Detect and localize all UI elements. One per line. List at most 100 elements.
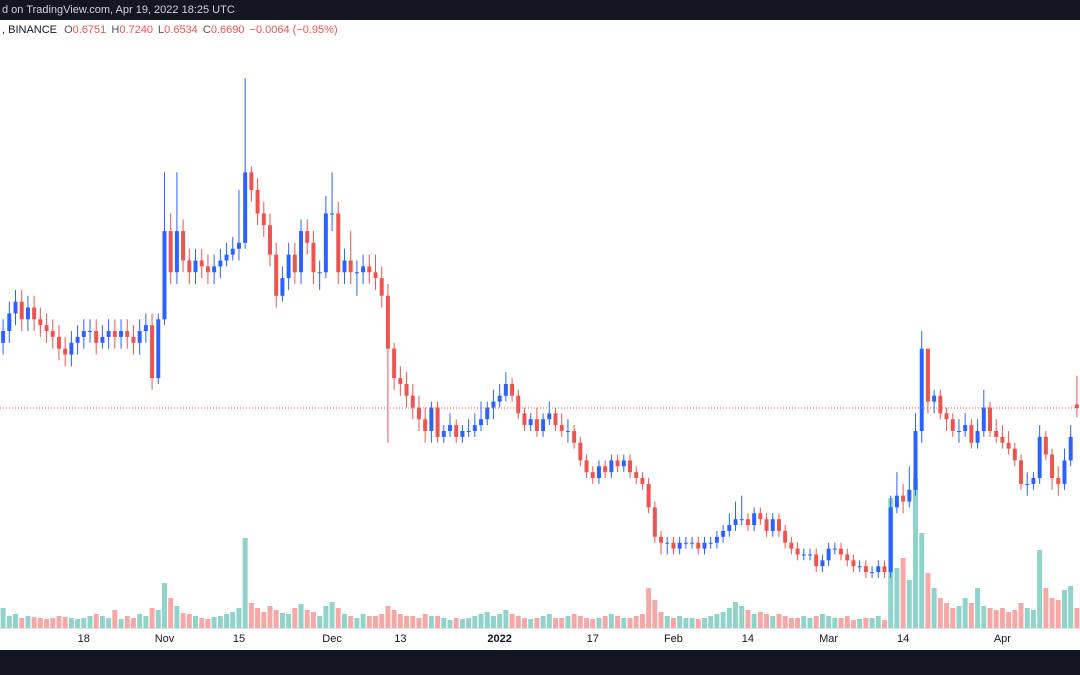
candle-body bbox=[1012, 448, 1017, 461]
volume-bar bbox=[267, 606, 273, 628]
volume-bar bbox=[137, 614, 143, 628]
candle-body bbox=[590, 472, 595, 479]
candle-body bbox=[187, 260, 192, 273]
volume-bar bbox=[385, 606, 391, 628]
volume-bar bbox=[174, 606, 180, 628]
volume-bar bbox=[937, 598, 943, 628]
volume-bar bbox=[130, 618, 136, 628]
volume-bar bbox=[1062, 590, 1067, 628]
candle-body bbox=[870, 572, 875, 574]
candle-body bbox=[516, 395, 521, 414]
candle-body bbox=[758, 513, 763, 520]
candle-body bbox=[398, 378, 403, 384]
volume-bar bbox=[590, 619, 596, 628]
candle-body bbox=[956, 430, 961, 432]
volume-bar bbox=[1068, 586, 1074, 628]
candle-body bbox=[609, 460, 614, 473]
candle-body bbox=[292, 254, 297, 273]
volume-bar bbox=[118, 619, 124, 628]
candle-body bbox=[925, 348, 930, 402]
volume-bar bbox=[44, 619, 50, 628]
volume-bar bbox=[987, 608, 993, 628]
candle-body bbox=[25, 307, 30, 320]
candle-body bbox=[330, 213, 335, 215]
candle-body bbox=[1025, 483, 1030, 485]
volume-bar bbox=[869, 618, 875, 628]
candle-body bbox=[137, 331, 142, 343]
volume-bar bbox=[304, 610, 310, 628]
volume-bar bbox=[1049, 598, 1055, 628]
candle-body bbox=[652, 507, 657, 537]
volume-bar bbox=[342, 614, 347, 628]
ohlc-key: O bbox=[64, 24, 73, 36]
candle-body bbox=[988, 407, 992, 431]
candle-body bbox=[174, 231, 179, 273]
volume-bar bbox=[168, 598, 174, 628]
ohlc-value: 0.6534 bbox=[164, 24, 198, 36]
candle-body bbox=[522, 413, 527, 426]
candle-body bbox=[1019, 460, 1024, 484]
candle-body bbox=[1, 331, 6, 343]
candle-body bbox=[131, 336, 136, 343]
volume-bar bbox=[310, 612, 316, 628]
candle-body bbox=[69, 342, 74, 355]
candle-body bbox=[1006, 442, 1011, 449]
candle-body bbox=[162, 231, 167, 320]
volume-bar bbox=[602, 616, 608, 628]
x-tick-label: Nov bbox=[155, 633, 175, 645]
volume-bar bbox=[13, 614, 18, 628]
volume-bar bbox=[323, 606, 329, 628]
volume-bar bbox=[335, 608, 341, 628]
volume-bar bbox=[25, 616, 31, 628]
candle-body bbox=[845, 554, 850, 561]
candle-body bbox=[299, 231, 304, 273]
volume-bar bbox=[466, 618, 472, 628]
candle-body bbox=[677, 542, 682, 549]
candle-body bbox=[466, 430, 471, 432]
volume-bar bbox=[397, 614, 403, 628]
volume-bar bbox=[453, 618, 459, 628]
candle-body bbox=[969, 425, 974, 443]
symbol: , BINANCE bbox=[2, 24, 57, 36]
volume-bar bbox=[19, 618, 25, 628]
candle-body bbox=[826, 548, 831, 561]
candle-body bbox=[218, 260, 223, 267]
volume-bar bbox=[714, 614, 720, 628]
volume-bar bbox=[1006, 612, 1012, 628]
candle-body bbox=[572, 430, 577, 443]
candle-body bbox=[423, 419, 428, 431]
volume-bar bbox=[826, 616, 832, 628]
candle-body bbox=[1056, 478, 1061, 484]
candle-body bbox=[38, 319, 43, 326]
candle-body bbox=[416, 407, 421, 420]
candle-body bbox=[268, 225, 272, 255]
volume-bar bbox=[708, 616, 714, 628]
candle-body bbox=[690, 542, 695, 544]
volume-bar bbox=[534, 618, 540, 628]
volume-bar bbox=[788, 618, 794, 628]
volume-bar bbox=[596, 618, 602, 628]
volume-bar bbox=[56, 616, 62, 628]
volume-bar bbox=[528, 619, 534, 628]
volume-bar bbox=[50, 618, 56, 628]
volume-bar bbox=[248, 603, 254, 628]
candle-body bbox=[1068, 436, 1073, 461]
candle-body bbox=[156, 319, 161, 379]
candle-body bbox=[534, 419, 539, 431]
x-tick-label: 18 bbox=[78, 633, 90, 645]
volume-bar bbox=[522, 618, 527, 628]
volume-bar bbox=[764, 614, 770, 628]
ohlc-value: 0.6751 bbox=[73, 24, 107, 36]
candle-body bbox=[820, 560, 825, 567]
volume-bar bbox=[373, 616, 378, 628]
volume-bar bbox=[261, 612, 267, 628]
volume-bar bbox=[968, 603, 974, 628]
candle-body bbox=[243, 172, 248, 243]
volume-bar bbox=[751, 614, 757, 628]
candle-body bbox=[435, 407, 440, 437]
volume-bar bbox=[6, 616, 12, 628]
change: −0.0064 (−0.95%) bbox=[250, 24, 338, 36]
candle-body bbox=[584, 460, 589, 473]
volume-bar bbox=[950, 608, 956, 628]
